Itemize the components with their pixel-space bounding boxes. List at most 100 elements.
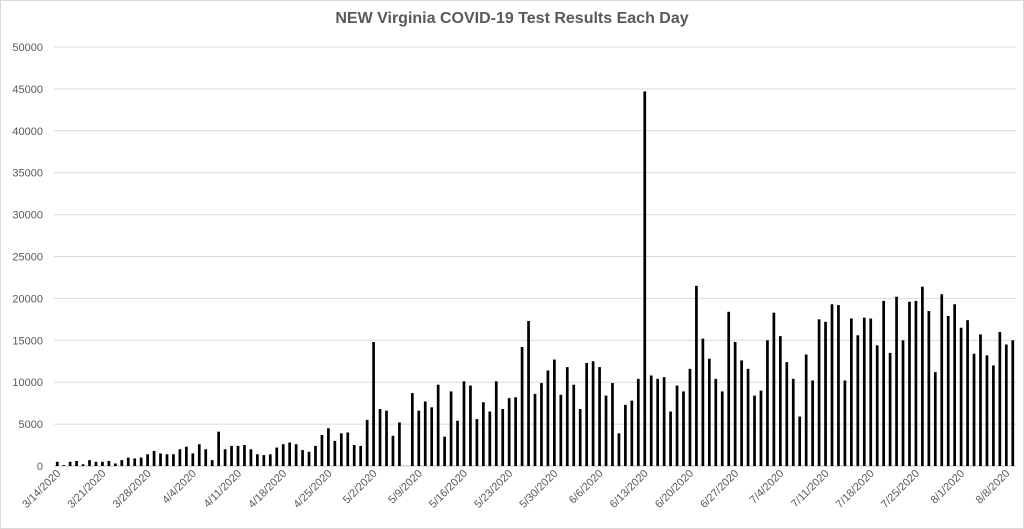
bar	[385, 410, 388, 466]
bar	[540, 383, 543, 466]
y-tick-label: 30000	[12, 210, 43, 222]
y-tick-label: 35000	[12, 168, 43, 180]
bar	[391, 435, 395, 466]
bar	[281, 444, 285, 466]
bar	[695, 285, 698, 466]
chart-title: NEW Virginia COVID-19 Test Results Each …	[335, 10, 689, 27]
x-tick-label: 5/2/2020	[341, 468, 380, 507]
bar	[817, 319, 821, 466]
bar	[759, 390, 763, 466]
bar	[430, 407, 434, 466]
bar	[707, 358, 711, 466]
x-tick-label: 5/9/2020	[386, 468, 425, 507]
bar	[565, 367, 569, 466]
bar	[740, 360, 743, 466]
bar	[378, 409, 382, 466]
bar	[256, 454, 259, 466]
bar	[223, 449, 227, 466]
bar	[727, 311, 731, 466]
bar	[359, 445, 363, 466]
bar	[882, 300, 886, 466]
bar	[966, 320, 969, 466]
bar	[249, 449, 253, 466]
bar	[68, 461, 72, 466]
bar	[766, 340, 769, 466]
bar	[636, 378, 640, 466]
y-tick-label: 25000	[12, 252, 43, 264]
bar	[197, 444, 201, 466]
bar	[62, 465, 66, 466]
bar	[856, 335, 860, 466]
bar	[365, 419, 369, 466]
bar	[979, 334, 982, 466]
bar	[410, 393, 414, 466]
bar	[908, 301, 911, 466]
bar	[791, 378, 795, 466]
bar	[81, 464, 85, 466]
bar	[675, 385, 679, 466]
bar	[933, 372, 937, 466]
bar	[333, 440, 337, 466]
y-tick-label: 5000	[19, 419, 43, 431]
bar	[643, 91, 647, 466]
bar	[617, 433, 621, 466]
bar	[501, 409, 505, 466]
bar	[940, 294, 944, 466]
bar	[191, 453, 195, 466]
bar	[888, 352, 892, 466]
x-tick-label: 6/20/2020	[653, 468, 696, 511]
x-tick-label: 3/28/2020	[111, 468, 154, 511]
bar	[275, 447, 279, 466]
bar	[152, 450, 156, 466]
x-tick-label: 8/8/2020	[974, 468, 1013, 507]
bar	[262, 455, 266, 466]
bar	[113, 463, 117, 466]
bar	[423, 401, 427, 466]
bar	[88, 460, 91, 466]
bar	[520, 347, 524, 466]
bar	[133, 458, 137, 466]
x-tick-label: 8/1/2020	[928, 468, 967, 507]
bar	[862, 317, 866, 466]
bar	[236, 445, 240, 466]
bar	[339, 433, 343, 466]
bar	[488, 411, 492, 466]
y-tick-label: 50000	[12, 42, 43, 54]
bar	[327, 428, 330, 466]
bar	[927, 310, 931, 466]
bar	[843, 380, 847, 466]
bar	[101, 461, 104, 466]
bar	[469, 385, 472, 466]
bar	[598, 367, 601, 466]
bar	[869, 318, 873, 466]
bar	[514, 397, 517, 466]
bar	[204, 449, 208, 466]
bar	[1011, 340, 1015, 466]
y-tick-label: 20000	[12, 293, 43, 305]
bar	[436, 384, 440, 466]
bar	[107, 460, 111, 466]
bar	[94, 461, 98, 466]
x-tick-label: 6/13/2020	[608, 468, 651, 511]
bar	[824, 321, 827, 466]
x-tick-label: 4/11/2020	[202, 468, 245, 511]
bar	[811, 380, 814, 466]
x-tick-label: 5/16/2020	[427, 468, 470, 511]
bar	[120, 460, 124, 466]
y-tick-label: 0	[37, 461, 43, 473]
bar	[527, 321, 530, 466]
bar	[624, 404, 627, 466]
x-tick-label: 3/14/2020	[20, 468, 63, 511]
bar	[611, 383, 614, 466]
bar	[837, 305, 840, 466]
bar	[443, 436, 446, 466]
x-tick-label: 7/4/2020	[748, 468, 787, 507]
bar	[895, 296, 898, 466]
bar	[159, 453, 162, 466]
bar	[604, 395, 608, 466]
bar	[914, 300, 918, 466]
bar	[669, 411, 672, 466]
x-tick-label: 7/11/2020	[789, 468, 832, 511]
y-tick-label: 45000	[12, 84, 43, 96]
